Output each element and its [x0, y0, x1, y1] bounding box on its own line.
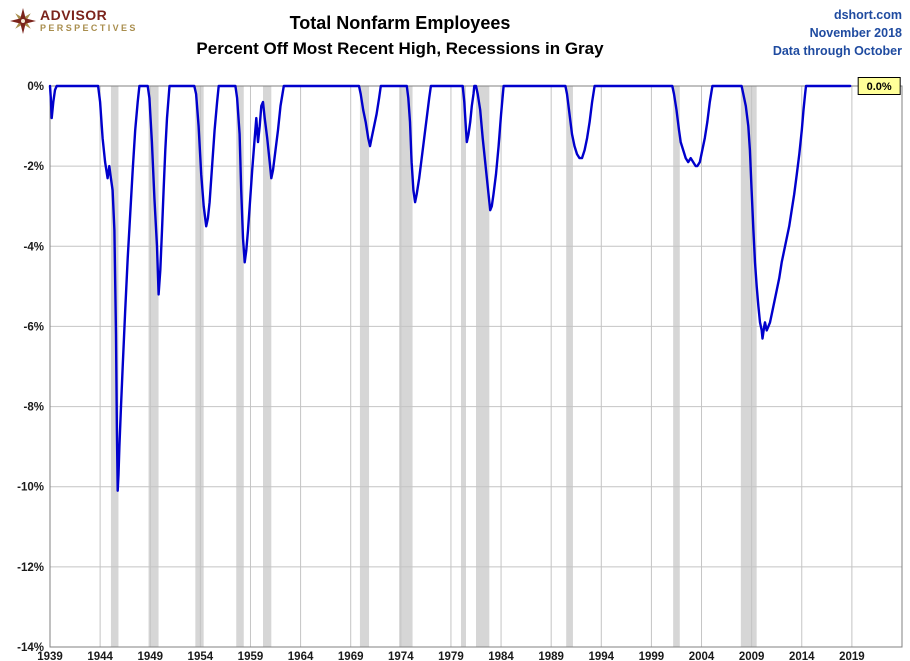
source-site: dshort.com — [833, 8, 902, 22]
recession-band — [566, 86, 573, 647]
x-tick-label: 1949 — [137, 651, 163, 661]
chart-title: Total Nonfarm Employees — [289, 13, 511, 33]
end-value-callout — [857, 77, 901, 95]
recession-band — [740, 86, 757, 647]
x-tick-label: 2019 — [839, 651, 865, 661]
x-tick-label: 1999 — [639, 651, 665, 661]
x-tick-label: 2009 — [739, 651, 765, 661]
x-tick-label: 1959 — [238, 651, 264, 661]
x-tick-label: 1939 — [37, 651, 63, 661]
recession-band — [263, 86, 272, 647]
x-tick-label: 1984 — [488, 651, 514, 661]
logo-advisor-text: ADVISOR — [40, 7, 108, 23]
recession-band — [236, 86, 244, 647]
y-tick-label: -2% — [24, 161, 44, 173]
recession-band — [148, 86, 159, 647]
x-tick-label: 1944 — [87, 651, 113, 661]
x-tick-label: 1969 — [338, 651, 364, 661]
x-tick-label: 2014 — [789, 651, 815, 661]
chart-title-block: Total Nonfarm Employees Percent Off Most… — [0, 10, 800, 62]
x-tick-label: 1964 — [288, 651, 314, 661]
y-tick-label: -10% — [17, 482, 44, 494]
x-tick-label: 1974 — [388, 651, 414, 661]
source-attribution: dshort.com November 2018 Data through Oc… — [773, 6, 902, 60]
end-value-label: 0.0% — [867, 81, 892, 93]
recession-band — [399, 86, 413, 647]
x-tick-label: 2004 — [689, 651, 715, 661]
recession-band — [476, 86, 490, 647]
x-tick-label: 1989 — [538, 651, 564, 661]
recession-band — [673, 86, 680, 647]
y-tick-label: -4% — [24, 241, 44, 253]
recession-band — [195, 86, 204, 647]
x-tick-label: 1954 — [188, 651, 214, 661]
advisor-perspectives-logo: ADVISOR PERSPECTIVES — [10, 8, 138, 34]
source-note: Data through October — [772, 44, 902, 58]
x-tick-label: 1979 — [438, 651, 464, 661]
recession-band — [460, 86, 466, 647]
y-tick-label: -8% — [24, 402, 44, 414]
y-tick-label: 0% — [27, 81, 44, 93]
drawdown-line — [48, 84, 852, 492]
y-tick-label: -6% — [24, 321, 44, 333]
x-tick-label: 1994 — [588, 651, 614, 661]
recession-band — [110, 86, 119, 647]
y-tick-label: -12% — [17, 562, 44, 574]
logo-text: ADVISOR PERSPECTIVES — [40, 8, 138, 34]
logo-perspectives-text: PERSPECTIVES — [40, 23, 138, 33]
y-tick-label: -14% — [17, 642, 44, 654]
chart-subtitle: Percent Off Most Recent High, Recessions… — [196, 39, 604, 58]
compass-rose-icon — [10, 8, 36, 34]
source-date: November 2018 — [809, 26, 902, 40]
recession-band — [359, 86, 370, 647]
